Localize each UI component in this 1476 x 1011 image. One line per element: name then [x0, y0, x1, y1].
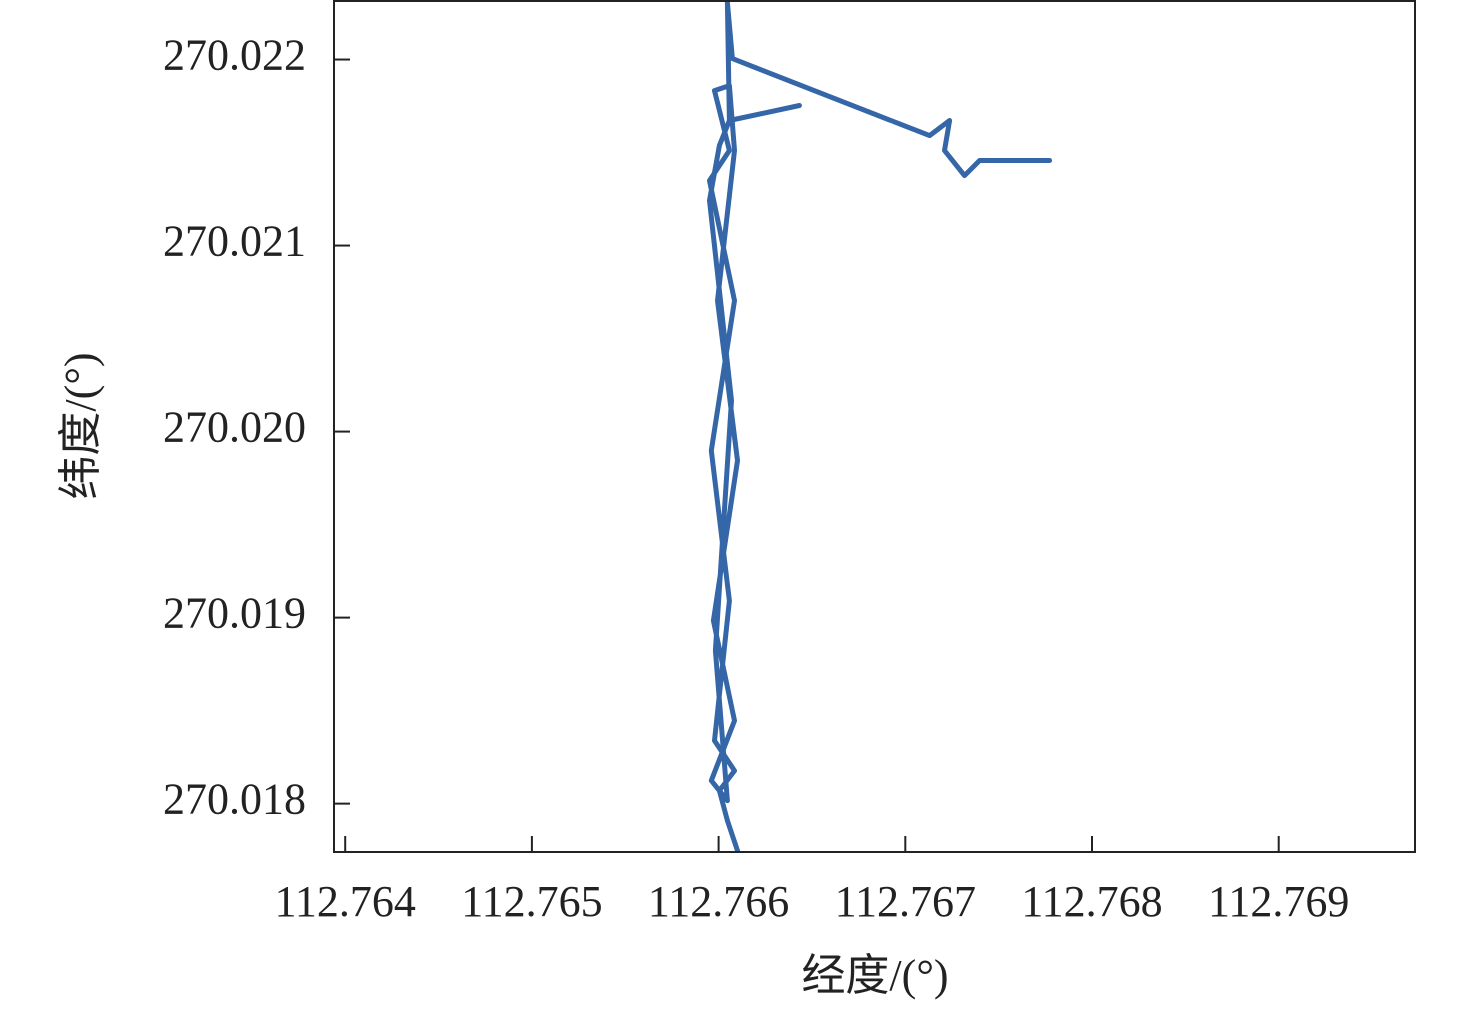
- y-tick-label: 270.019: [163, 589, 306, 638]
- y-tick-label: 270.018: [163, 775, 306, 824]
- y-tick-label: 270.021: [163, 217, 306, 266]
- x-tick-label: 112.764: [275, 877, 416, 926]
- x-tick-label: 112.767: [835, 877, 976, 926]
- x-tick-label: 112.766: [648, 877, 789, 926]
- trajectory-line: [707, 0, 1053, 852]
- y-tick-label: 270.020: [163, 403, 306, 452]
- y-axis-label: 纬度/(°): [56, 352, 105, 499]
- plot-frame: [333, 0, 1416, 853]
- plot-area: [707, 0, 1053, 852]
- x-axis-label: 经度/(°): [801, 951, 948, 1000]
- x-tick-label: 112.768: [1021, 877, 1162, 926]
- x-tick-label: 112.769: [1208, 877, 1349, 926]
- x-tick-label: 112.765: [461, 877, 602, 926]
- y-tick-label: 270.022: [163, 31, 306, 80]
